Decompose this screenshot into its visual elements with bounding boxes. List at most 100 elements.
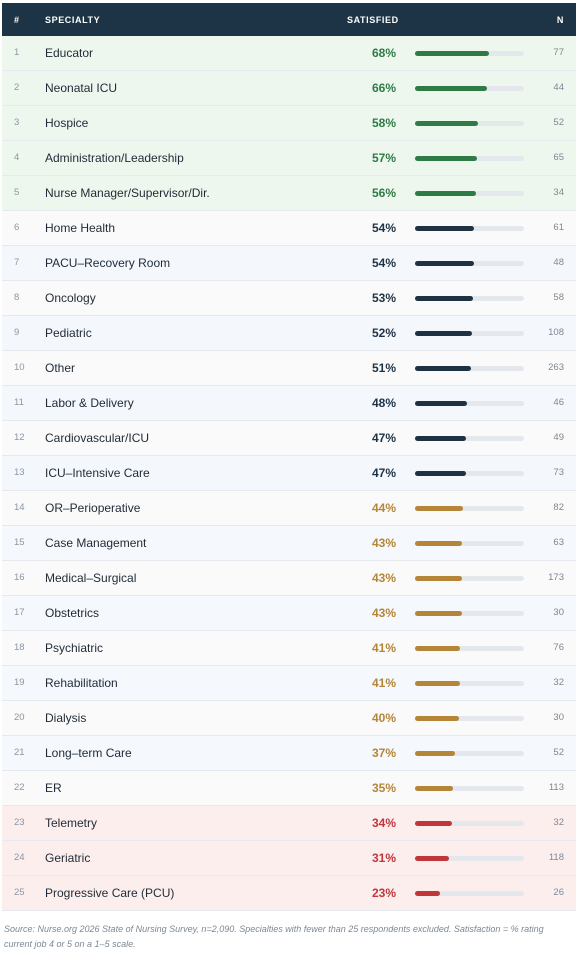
satisfaction-bar-track: [415, 401, 524, 406]
respondent-count: 61: [553, 222, 564, 233]
satisfied-value: 43%: [371, 571, 396, 585]
respondent-count: 108: [548, 327, 564, 338]
satisfied-value: 35%: [371, 781, 396, 795]
satisfaction-bar-track: [415, 681, 524, 686]
table-row: 22 ER 35% 113: [2, 771, 576, 806]
specialty-label: Labor & Delivery: [45, 396, 134, 410]
respondent-count: 76: [553, 642, 564, 653]
specialty-label: Oncology: [45, 291, 96, 305]
respondent-count: 26: [553, 887, 564, 898]
rank-label: 11: [14, 397, 24, 408]
respondent-count: 32: [553, 817, 564, 828]
rank-label: 3: [14, 117, 20, 128]
satisfaction-bar-track: [415, 121, 524, 126]
specialty-label: Case Management: [45, 536, 147, 550]
satisfaction-bar: [415, 366, 471, 371]
satisfaction-bar: [415, 576, 462, 581]
respondent-count: 48: [553, 257, 564, 268]
table-body: 1 Educator 68% 77 2 Neonatal ICU 66% 44 3 Hospice…: [2, 36, 576, 911]
satisfied-value: 47%: [371, 466, 396, 480]
respondent-count: 63: [553, 537, 564, 548]
table-row: 15 Case Management 43% 63: [2, 526, 576, 561]
satisfaction-bar-track: [415, 716, 524, 721]
specialty-label: Pediatric: [45, 326, 92, 340]
table-row: 11 Labor & Delivery 48% 46: [2, 386, 576, 421]
specialty-label: ER: [45, 781, 62, 795]
specialty-label: Hospice: [45, 116, 89, 130]
satisfied-value: 43%: [371, 606, 396, 620]
rank-label: 1: [14, 47, 20, 58]
satisfaction-bar-track: [415, 751, 524, 756]
table-row: 10 Other 51% 263: [2, 351, 576, 386]
satisfied-value: 44%: [371, 501, 396, 515]
satisfaction-bar: [415, 751, 455, 756]
satisfaction-bar-track: [415, 611, 524, 616]
satisfaction-bar-track: [415, 331, 524, 336]
rank-label: 4: [14, 152, 20, 163]
specialty-label: Dialysis: [45, 711, 87, 725]
satisfaction-bar: [415, 296, 473, 301]
table-row: 23 Telemetry 34% 32: [2, 806, 576, 841]
table-row: 7 PACU–Recovery Room 54% 48: [2, 246, 576, 281]
satisfied-value: 34%: [371, 816, 396, 830]
table-row: 16 Medical–Surgical 43% 173: [2, 561, 576, 596]
specialty-label: Medical–Surgical: [45, 571, 137, 585]
table-row: 13 ICU–Intensive Care 47% 73: [2, 456, 576, 491]
satisfaction-bar-track: [415, 891, 524, 896]
table-header: # SPECIALTY SATISFIED N: [2, 3, 576, 36]
table-row: 4 Administration/Leadership 57% 65: [2, 141, 576, 176]
respondent-count: 30: [553, 607, 564, 618]
rank-label: 14: [14, 502, 25, 513]
respondent-count: 32: [553, 677, 564, 688]
satisfaction-bar: [415, 401, 467, 406]
table-row: 19 Rehabilitation 41% 32: [2, 666, 576, 701]
header-rank: #: [14, 15, 20, 25]
table-row: 17 Obstetrics 43% 30: [2, 596, 576, 631]
satisfaction-bar-track: [415, 646, 524, 651]
rank-label: 17: [14, 607, 25, 618]
satisfaction-bar: [415, 611, 462, 616]
satisfaction-bar: [415, 436, 466, 441]
table-row: 6 Home Health 54% 61: [2, 211, 576, 246]
rank-label: 15: [14, 537, 25, 548]
satisfied-value: 48%: [371, 396, 396, 410]
table-row: 14 OR–Perioperative 44% 82: [2, 491, 576, 526]
satisfaction-bar: [415, 506, 463, 511]
table-row: 25 Progressive Care (PCU) 23% 26: [2, 876, 576, 911]
respondent-count: 44: [553, 82, 564, 93]
satisfied-value: 52%: [371, 326, 396, 340]
satisfied-value: 54%: [371, 256, 396, 270]
specialty-label: Home Health: [45, 221, 116, 235]
respondent-count: 34: [553, 187, 564, 198]
source-note: Source: Nurse.org 2026 State of Nursing …: [4, 924, 544, 949]
specialty-label: OR–Perioperative: [45, 501, 141, 515]
table-row: 1 Educator 68% 77: [2, 36, 576, 71]
specialty-label: Nurse Manager/Supervisor/Dir.: [45, 186, 210, 200]
rank-label: 5: [14, 187, 20, 198]
satisfaction-bar-track: [415, 506, 524, 511]
satisfaction-bar: [415, 716, 459, 721]
satisfaction-bar-track: [415, 86, 524, 91]
satisfaction-bar: [415, 681, 460, 686]
satisfaction-bar-track: [415, 541, 524, 546]
specialty-label: Telemetry: [45, 816, 98, 830]
rank-label: 2: [14, 82, 20, 93]
table-row: 12 Cardiovascular/ICU 47% 49: [2, 421, 576, 456]
satisfied-value: 53%: [371, 291, 396, 305]
table-row: 3 Hospice 58% 52: [2, 106, 576, 141]
rank-label: 6: [14, 222, 20, 233]
rank-label: 7: [14, 257, 20, 268]
header-n: N: [556, 15, 564, 25]
satisfied-value: 41%: [371, 641, 396, 655]
satisfied-value: 23%: [371, 886, 396, 900]
rank-label: 21: [14, 747, 25, 758]
table-row: 21 Long–term Care 37% 52: [2, 736, 576, 771]
table-row: 5 Nurse Manager/Supervisor/Dir. 56% 34: [2, 176, 576, 211]
satisfaction-bar: [415, 121, 478, 126]
specialty-label: Educator: [45, 46, 94, 60]
satisfaction-bar: [415, 821, 452, 826]
satisfaction-bar-track: [415, 156, 524, 161]
specialty-label: Administration/Leadership: [45, 151, 184, 165]
header-satisfied: SATISFIED: [347, 15, 399, 25]
satisfaction-bar: [415, 646, 460, 651]
